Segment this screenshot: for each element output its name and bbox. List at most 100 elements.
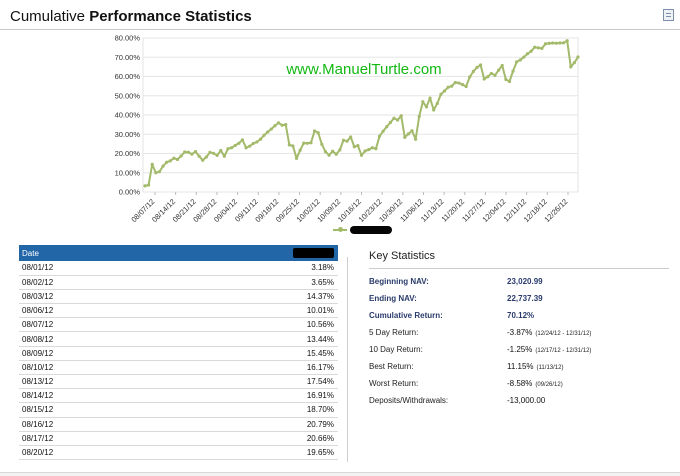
series-point: [551, 41, 555, 45]
series-point: [406, 132, 411, 136]
series-point: [172, 156, 176, 160]
series-point: [226, 147, 230, 151]
stat-label: 5 Day Return:: [369, 328, 419, 337]
table-body: 08/01/12 3.18% 08/02/12 3.65% 08/03/12 14.37%…: [19, 261, 338, 461]
series-point: [323, 149, 328, 154]
series-point: [507, 79, 512, 84]
stat-range: (12/24/12 - 12/31/12): [535, 331, 592, 337]
y-tick-label: 10.00%: [115, 168, 141, 177]
series-point: [334, 152, 338, 156]
table-row: 08/20/12 19.65%: [19, 445, 338, 461]
stat-value-text: -8.58%: [507, 379, 533, 388]
stat-label: Deposits/Withdrawals:: [369, 396, 449, 405]
series-point: [464, 84, 468, 89]
series-point: [410, 129, 414, 133]
series-point: [414, 137, 418, 141]
series-point: [518, 58, 522, 62]
table-row: 08/15/12 18.70%: [19, 402, 338, 418]
series-point: [356, 144, 360, 148]
series-point: [399, 114, 403, 118]
series-point: [287, 143, 291, 147]
stat-label: 10 Day Return:: [369, 345, 423, 354]
series-point: [482, 77, 486, 81]
series-point: [359, 153, 364, 157]
stat-range: (12/17/12 - 12/31/12): [535, 348, 592, 354]
y-tick-label: 30.00%: [115, 130, 141, 139]
stat-label: Ending NAV:: [369, 294, 417, 303]
stat-row: Cumulative Return: 70.12%: [369, 307, 669, 324]
series-point: [251, 141, 255, 146]
row-date: 08/09/12: [19, 346, 179, 361]
series-point: [201, 158, 205, 162]
stat-label: Beginning NAV:: [369, 277, 429, 286]
stat-value: -3.87% (12/24/12 - 12/31/12): [507, 328, 591, 337]
series-point: [377, 134, 382, 138]
table-row: 08/17/12 20.66%: [19, 431, 338, 446]
series-point: [327, 153, 331, 157]
table-row: 08/01/12 3.18%: [19, 261, 338, 276]
series-point: [331, 149, 335, 153]
row-date: 08/07/12: [19, 317, 179, 333]
series-point: [186, 150, 190, 154]
series-point: [244, 146, 248, 150]
series-point: [305, 141, 309, 145]
series-point: [266, 130, 270, 134]
series-point: [432, 108, 436, 112]
legend-label-redacted: [350, 226, 392, 234]
series-point: [446, 85, 450, 89]
stat-value: 11.15% (11/13/12): [507, 362, 563, 371]
series-point: [208, 150, 212, 154]
series-point: [471, 69, 475, 74]
stat-value-text: 70.12%: [507, 311, 535, 320]
redacted-header-label: [293, 248, 334, 258]
series-point: [215, 153, 219, 158]
row-value: 15.45%: [178, 346, 338, 361]
series-point: [533, 45, 537, 49]
row-date: 08/15/12: [19, 402, 179, 418]
series-point: [421, 100, 425, 104]
series-point: [453, 80, 457, 85]
series-point: [237, 141, 241, 145]
table-row: 08/08/12 13.44%: [19, 331, 338, 347]
series-point: [222, 154, 226, 158]
series-point: [561, 41, 566, 45]
stat-value: 23,020.99: [507, 277, 543, 286]
series-point: [417, 114, 421, 118]
table-row: 08/02/12 3.65%: [19, 275, 338, 290]
series-point: [500, 63, 504, 68]
row-value: 19.65%: [178, 445, 338, 461]
watermark-text: www.ManuelTurtle.com: [285, 61, 441, 78]
y-tick-label: 60.00%: [115, 72, 141, 81]
stat-value: -1.25% (12/17/12 - 12/31/12): [507, 345, 591, 354]
series-point: [150, 162, 154, 166]
key-statistics-list: Beginning NAV: 23,020.99 Ending NAV: 22,737…: [369, 273, 669, 409]
row-value: 13.44%: [178, 331, 338, 347]
y-tick-label: 50.00%: [115, 91, 141, 100]
row-date: 08/03/12: [19, 289, 179, 305]
stat-label: Worst Return:: [369, 379, 419, 388]
series-point: [515, 60, 519, 64]
table-row: 08/14/12 16.91%: [19, 388, 338, 404]
series-point: [258, 137, 263, 141]
series-point: [572, 61, 576, 65]
series-point: [486, 75, 490, 79]
y-tick-label: 70.00%: [115, 53, 141, 62]
series-point: [540, 46, 544, 50]
series-point: [493, 73, 497, 77]
series-point: [543, 42, 548, 46]
row-value: 20.79%: [178, 417, 338, 432]
stat-row: 10 Day Return: -1.25% (12/17/12 - 12/31/12…: [369, 341, 669, 358]
series-point: [280, 123, 284, 127]
series-point: [240, 138, 245, 142]
row-value: 10.56%: [178, 317, 338, 333]
series-point: [569, 65, 573, 69]
stat-row: Best Return: 11.15% (11/13/12): [369, 358, 669, 375]
series-point: [435, 101, 439, 106]
table-row: 08/10/12 16.17%: [19, 360, 338, 376]
key-statistics-panel: Key Statistics Beginning NAV: 23,020.99 En…: [369, 250, 669, 409]
stat-label: Cumulative Return:: [369, 311, 443, 320]
row-value: 20.66%: [178, 431, 338, 446]
stat-row: Deposits/Withdrawals: -13,000.00: [369, 392, 669, 409]
spreadsheet-icon[interactable]: [663, 9, 674, 21]
